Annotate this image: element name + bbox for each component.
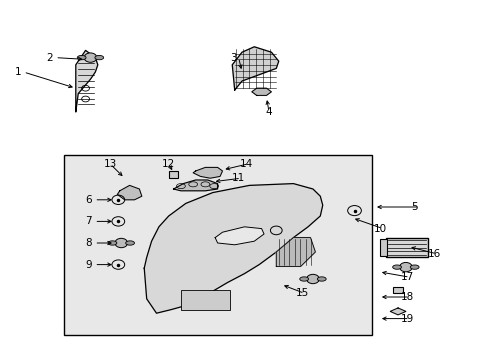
Ellipse shape (392, 265, 401, 269)
Polygon shape (76, 50, 98, 112)
Ellipse shape (125, 241, 134, 245)
Text: 1: 1 (15, 67, 21, 77)
Text: 7: 7 (85, 216, 92, 226)
Text: 2: 2 (46, 53, 53, 63)
Text: 11: 11 (232, 173, 245, 183)
Polygon shape (232, 47, 278, 90)
Ellipse shape (77, 55, 86, 60)
Polygon shape (144, 184, 322, 313)
Text: 9: 9 (85, 260, 92, 270)
Text: 17: 17 (400, 272, 413, 282)
Bar (392, 287, 402, 293)
Bar (169, 171, 178, 178)
Bar (63, 155, 371, 335)
Text: 12: 12 (162, 159, 175, 169)
Text: 3: 3 (229, 53, 236, 63)
Circle shape (115, 238, 127, 248)
Ellipse shape (95, 55, 103, 60)
Bar (181, 290, 229, 310)
Text: 10: 10 (373, 224, 386, 234)
Text: 19: 19 (400, 314, 413, 324)
Text: 18: 18 (400, 292, 413, 302)
Text: 6: 6 (85, 195, 92, 205)
Text: 15: 15 (295, 288, 308, 298)
Polygon shape (276, 238, 315, 266)
Text: 16: 16 (427, 249, 440, 259)
Polygon shape (389, 308, 405, 315)
Ellipse shape (299, 277, 308, 281)
Text: 13: 13 (103, 159, 117, 169)
Text: 8: 8 (85, 238, 92, 248)
Ellipse shape (108, 241, 117, 245)
Polygon shape (173, 180, 217, 191)
Polygon shape (117, 185, 142, 200)
Polygon shape (251, 88, 271, 95)
Polygon shape (193, 167, 222, 178)
Text: 4: 4 (265, 107, 272, 117)
Text: 5: 5 (410, 202, 417, 212)
Circle shape (84, 53, 97, 62)
Ellipse shape (317, 277, 325, 281)
Bar (386, 238, 427, 257)
Polygon shape (215, 227, 264, 245)
Circle shape (399, 262, 411, 272)
Circle shape (306, 274, 319, 284)
Bar (380, 239, 386, 256)
Text: 14: 14 (239, 159, 252, 169)
Ellipse shape (409, 265, 418, 269)
